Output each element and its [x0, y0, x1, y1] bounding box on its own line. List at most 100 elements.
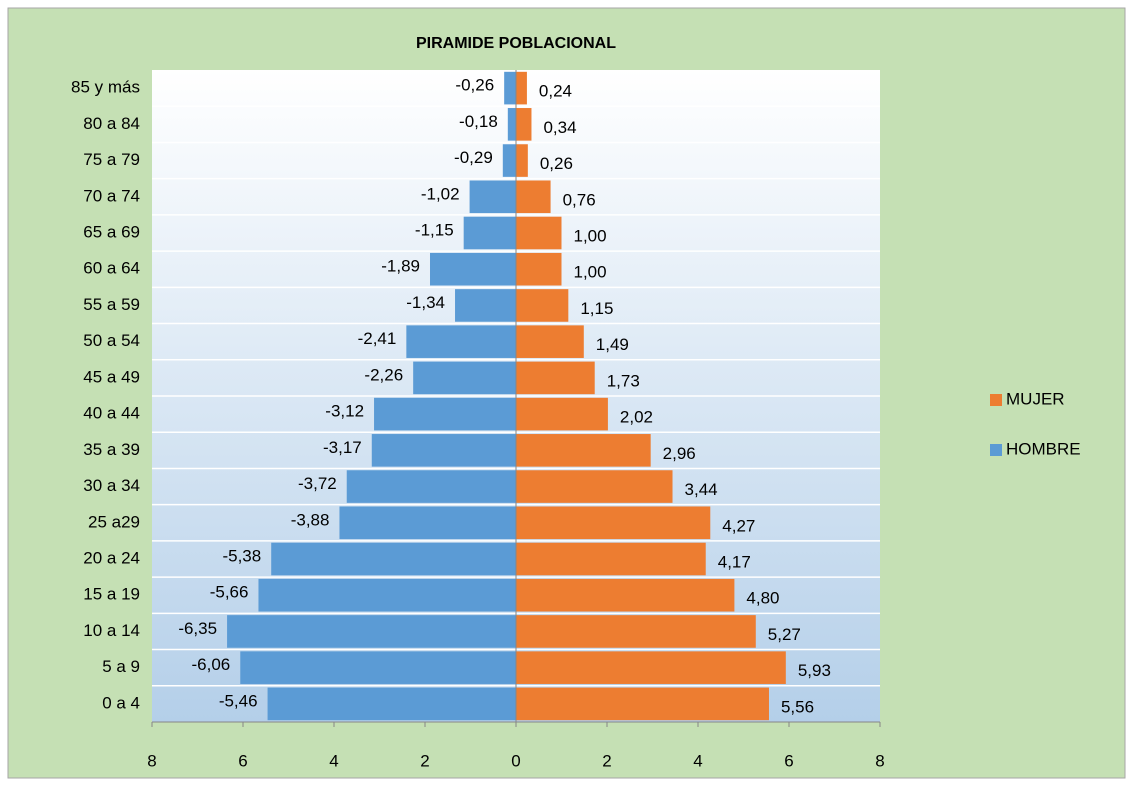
x-tick-label: 0 [511, 751, 520, 770]
bar [516, 542, 706, 576]
data-label: 0,26 [540, 154, 573, 173]
bar [267, 687, 516, 721]
data-label: -1,34 [406, 293, 445, 312]
data-label: 0,34 [543, 118, 576, 137]
bar [516, 651, 786, 684]
bar [469, 180, 516, 214]
bar [516, 470, 673, 503]
x-tick-label: 4 [693, 751, 702, 770]
data-label: -0,26 [455, 76, 494, 95]
x-tick-label: 6 [238, 751, 247, 770]
x-tick-label: 2 [420, 751, 429, 770]
y-tick-label: 55 a 59 [83, 295, 140, 314]
y-tick-label: 5 a 9 [102, 657, 140, 676]
data-label: 5,27 [768, 625, 801, 644]
y-tick-label: 0 a 4 [102, 693, 140, 712]
data-label: 1,49 [596, 335, 629, 354]
bar [516, 687, 769, 721]
bar [339, 506, 516, 540]
bar [227, 615, 516, 648]
x-tick-label: 2 [602, 751, 611, 770]
y-tick-label: 20 a 24 [83, 548, 140, 567]
bar [504, 71, 516, 105]
y-tick-label: 80 a 84 [83, 114, 140, 133]
bar [516, 108, 532, 141]
data-label: 1,00 [574, 263, 607, 282]
y-tick-label: 45 a 49 [83, 367, 140, 386]
data-label: 2,96 [663, 444, 696, 463]
data-label: -5,66 [210, 583, 249, 602]
data-label: -0,29 [454, 148, 493, 167]
bar [374, 397, 516, 431]
bar [271, 542, 516, 576]
bar [516, 252, 562, 286]
data-label: 3,44 [685, 480, 718, 499]
data-label: 2,02 [620, 408, 653, 427]
y-tick-label: 60 a 64 [83, 259, 140, 278]
data-label: -3,72 [298, 474, 337, 493]
bar [413, 361, 516, 395]
data-label: 5,93 [798, 661, 831, 680]
chart-title: PIRAMIDE POBLACIONAL [416, 35, 616, 52]
legend-label: MUJER [1006, 389, 1065, 408]
data-label: -6,35 [178, 619, 217, 638]
y-tick-label: 50 a 54 [83, 331, 140, 350]
bar [240, 651, 516, 684]
y-tick-label: 25 a29 [88, 512, 140, 531]
bar [516, 216, 562, 250]
y-tick-label: 75 a 79 [83, 150, 140, 169]
bar [516, 578, 735, 612]
bar [346, 470, 516, 503]
bar [507, 108, 516, 141]
bar [502, 144, 516, 177]
data-label: -6,06 [192, 655, 231, 674]
bar [371, 434, 516, 467]
data-label: -3,88 [291, 510, 330, 529]
data-label: -0,18 [459, 112, 498, 131]
bar [516, 615, 756, 648]
bar [455, 289, 516, 322]
legend-swatch [990, 444, 1002, 456]
x-tick-label: 4 [329, 751, 338, 770]
bar [516, 361, 595, 395]
bar [516, 506, 711, 540]
data-label: -3,12 [325, 402, 364, 421]
data-label: -2,41 [358, 329, 397, 348]
data-label: 1,00 [574, 226, 607, 245]
bar [406, 325, 516, 358]
data-label: 4,27 [722, 516, 755, 535]
x-tick-label: 6 [784, 751, 793, 770]
y-tick-label: 35 a 39 [83, 440, 140, 459]
data-label: 4,17 [718, 552, 751, 571]
y-tick-label: 30 a 34 [83, 476, 140, 495]
bar [463, 216, 516, 250]
y-tick-label: 65 a 69 [83, 222, 140, 241]
legend-swatch [990, 394, 1002, 406]
data-label: -1,89 [381, 257, 420, 276]
bar [430, 252, 516, 286]
data-label: -1,02 [421, 184, 460, 203]
bar [516, 325, 584, 358]
bar [258, 578, 516, 612]
data-label: 1,73 [607, 371, 640, 390]
data-label: 0,24 [539, 82, 572, 101]
data-label: 0,76 [563, 190, 596, 209]
data-label: -5,38 [222, 546, 261, 565]
y-tick-label: 40 a 44 [83, 404, 140, 423]
legend-label: HOMBRE [1006, 439, 1081, 458]
data-label: -5,46 [219, 691, 258, 710]
y-tick-label: 10 a 14 [83, 621, 140, 640]
y-tick-label: 85 y más [71, 78, 140, 97]
x-tick-label: 8 [147, 751, 156, 770]
data-label: -2,26 [364, 365, 403, 384]
y-tick-label: 15 a 19 [83, 585, 140, 604]
data-label: 5,56 [781, 697, 814, 716]
bar [516, 71, 527, 105]
data-label: 1,15 [580, 299, 613, 318]
data-label: 4,80 [746, 589, 779, 608]
bar [516, 289, 569, 322]
bar [516, 180, 551, 214]
bar [516, 397, 608, 431]
bar [516, 144, 528, 177]
